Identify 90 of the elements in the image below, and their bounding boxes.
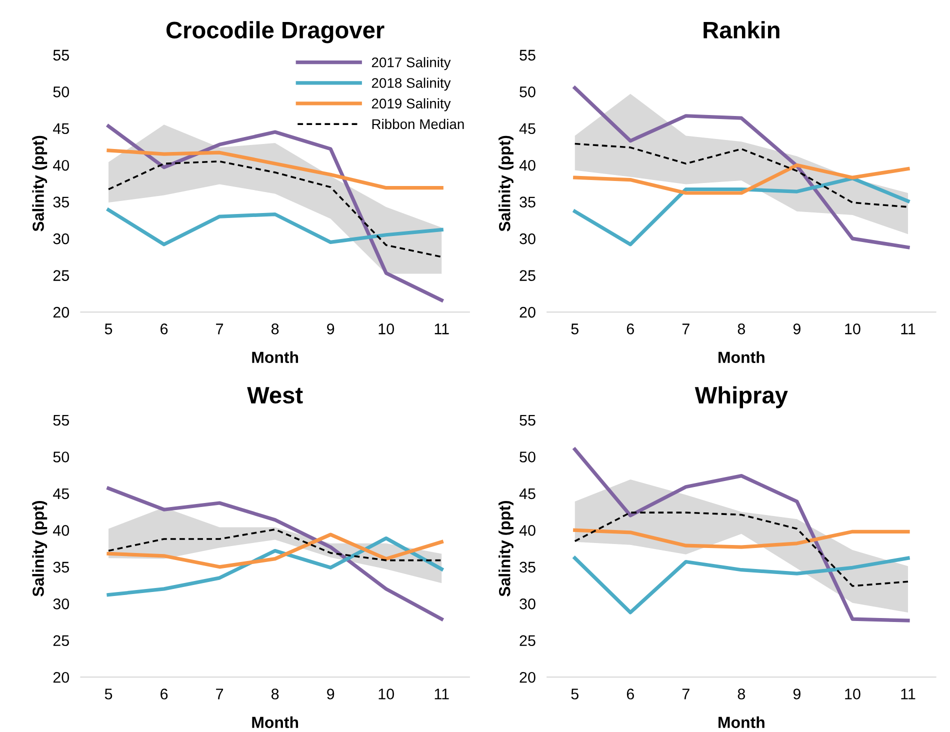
y-tick-label: 50 bbox=[520, 86, 536, 98]
x-tick-label: 11 bbox=[434, 324, 449, 334]
y-tick-label: 40 bbox=[519, 160, 536, 171]
legend-label: Ribbon Median bbox=[372, 118, 464, 130]
x-tick-label: 9 bbox=[793, 688, 800, 700]
y-tick-label: 30 bbox=[520, 233, 536, 244]
y-tick-label: 30 bbox=[53, 233, 70, 244]
y-axis-title: Salinity (ppt) bbox=[498, 500, 514, 596]
line-series bbox=[106, 148, 444, 190]
chart-title: Crocodile Dragover bbox=[166, 21, 384, 44]
line-series bbox=[106, 208, 444, 246]
y-tick-label: 20 bbox=[53, 306, 70, 318]
y-tick-label: 40 bbox=[519, 525, 536, 536]
x-tick-label: 7 bbox=[216, 324, 224, 334]
x-tick-label: 11 bbox=[434, 688, 449, 700]
x-tick-label: 10 bbox=[378, 688, 394, 700]
x-tick-label: 6 bbox=[160, 688, 168, 700]
x-tick-label: 9 bbox=[327, 688, 334, 700]
y-tick-label: 55 bbox=[520, 50, 536, 61]
y-tick-label: 45 bbox=[519, 488, 536, 500]
legend-label: 2019 Salinity bbox=[372, 98, 451, 112]
x-axis-title: Month bbox=[252, 716, 298, 728]
line-series bbox=[573, 556, 910, 614]
x-tick-label: 8 bbox=[738, 324, 746, 334]
x-tick-label: 6 bbox=[160, 324, 168, 334]
line-series bbox=[573, 528, 910, 549]
x-tick-label: 5 bbox=[104, 688, 112, 700]
y-tick-label: 45 bbox=[53, 488, 69, 500]
y-tick-label: 50 bbox=[53, 86, 70, 98]
y-tick-label: 35 bbox=[520, 196, 536, 208]
x-tick-label: 10 bbox=[378, 324, 394, 334]
legend-label: 2017 Salinity bbox=[372, 57, 451, 70]
y-tick-label: 50 bbox=[53, 452, 70, 462]
line-series bbox=[574, 512, 909, 587]
x-tick-label: 5 bbox=[104, 324, 112, 334]
y-tick-label: 25 bbox=[53, 635, 69, 646]
y-tick-label: 55 bbox=[53, 50, 69, 61]
y-tick-label: 30 bbox=[53, 598, 70, 610]
line-series bbox=[573, 163, 910, 195]
y-tick-label: 35 bbox=[53, 196, 69, 208]
y-axis-title: Salinity (ppt) bbox=[32, 500, 48, 596]
x-tick-label: 11 bbox=[901, 688, 916, 700]
y-tick-label: 30 bbox=[520, 598, 536, 610]
y-tick-label: 40 bbox=[53, 525, 70, 536]
line-series bbox=[108, 528, 443, 562]
y-axis-title: Salinity (ppt) bbox=[32, 136, 48, 232]
x-tick-label: 11 bbox=[901, 324, 916, 334]
x-tick-label: 8 bbox=[271, 324, 279, 334]
y-tick-label: 20 bbox=[53, 672, 70, 683]
y-tick-label: 45 bbox=[53, 123, 69, 134]
x-tick-label: 7 bbox=[216, 688, 224, 700]
x-tick-label: 8 bbox=[271, 688, 279, 700]
line-series bbox=[574, 142, 909, 208]
chart-title: West bbox=[247, 387, 303, 404]
x-tick-label: 9 bbox=[793, 324, 800, 334]
line-series bbox=[573, 176, 910, 246]
x-tick-label: 5 bbox=[571, 688, 578, 700]
x-tick-label: 10 bbox=[845, 688, 860, 700]
y-tick-label: 20 bbox=[520, 306, 536, 318]
x-tick-label: 10 bbox=[845, 324, 860, 334]
y-tick-label: 25 bbox=[520, 270, 536, 281]
x-tick-label: 6 bbox=[626, 324, 634, 334]
y-tick-label: 45 bbox=[519, 123, 536, 134]
line-series bbox=[106, 532, 444, 569]
x-tick-label: 7 bbox=[682, 324, 690, 334]
chart-title: Rankin bbox=[704, 21, 780, 38]
line-series bbox=[108, 160, 443, 258]
x-tick-label: 6 bbox=[626, 688, 634, 700]
y-tick-label: 55 bbox=[520, 415, 536, 426]
y-tick-label: 20 bbox=[520, 672, 536, 683]
x-tick-label: 8 bbox=[738, 688, 746, 700]
x-tick-label: 5 bbox=[571, 324, 578, 334]
y-tick-label: 50 bbox=[520, 452, 536, 462]
y-tick-label: 25 bbox=[53, 270, 69, 281]
y-tick-label: 35 bbox=[53, 562, 69, 573]
legend-label: 2018 Salinity bbox=[372, 78, 451, 91]
y-tick-label: 25 bbox=[520, 635, 536, 646]
chart-title: Whipray bbox=[694, 386, 788, 408]
y-tick-label: 40 bbox=[53, 160, 70, 171]
x-tick-label: 9 bbox=[327, 324, 334, 334]
x-tick-label: 7 bbox=[682, 688, 690, 700]
x-axis-title: Month bbox=[718, 716, 764, 728]
x-axis-title: Month bbox=[718, 351, 764, 363]
y-axis-title: Salinity (ppt) bbox=[498, 136, 514, 232]
x-axis-title: Month bbox=[252, 351, 298, 363]
line-series bbox=[106, 536, 444, 597]
line-series bbox=[106, 486, 444, 621]
y-tick-label: 35 bbox=[520, 562, 536, 573]
line-series bbox=[573, 448, 910, 622]
y-tick-label: 55 bbox=[53, 415, 69, 426]
